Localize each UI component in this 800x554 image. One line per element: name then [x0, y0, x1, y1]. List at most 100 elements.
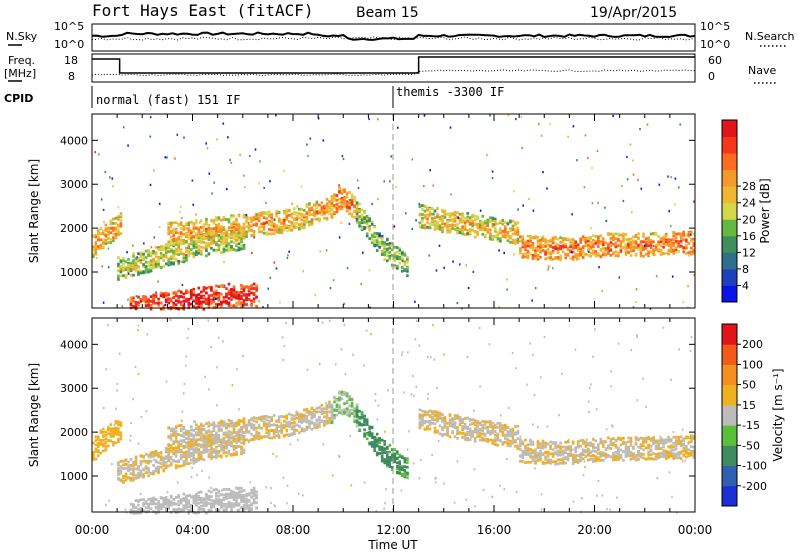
- data-cell: [192, 440, 196, 444]
- data-cell: [255, 436, 258, 440]
- data-cell: [172, 228, 175, 232]
- data-cell: [205, 291, 208, 295]
- data-cell: [602, 251, 605, 255]
- data-cell: [250, 438, 253, 441]
- data-cell: [139, 498, 143, 502]
- data-cell: [375, 243, 379, 247]
- data-cell: [489, 216, 492, 220]
- data-cell: [227, 242, 231, 246]
- data-cell: [222, 503, 226, 506]
- data-cell: [373, 443, 376, 446]
- data-cell: [431, 207, 434, 210]
- data-cell: [222, 234, 226, 237]
- data-cell: [453, 216, 457, 220]
- data-cell: [664, 240, 668, 243]
- data-cell: [353, 407, 356, 410]
- data-cell: [109, 432, 113, 436]
- data-cell: [260, 435, 263, 439]
- data-cell: [200, 304, 203, 308]
- data-cell: [398, 462, 402, 466]
- data-cell: [662, 242, 665, 246]
- noise-cell: [658, 183, 661, 186]
- noise-cell: [342, 157, 345, 161]
- data-cell: [335, 203, 339, 206]
- data-cell: [112, 236, 115, 239]
- data-cell: [122, 479, 125, 483]
- data-cell: [217, 248, 221, 252]
- data-cell: [179, 457, 183, 461]
- data-cell: [94, 245, 98, 249]
- data-cell: [157, 301, 160, 305]
- data-cell: [622, 240, 625, 244]
- data-cell: [154, 262, 158, 266]
- data-cell: [300, 429, 304, 433]
- data-cell: [403, 457, 407, 460]
- data-cell: [185, 462, 188, 466]
- data-cell: [255, 433, 258, 436]
- data-cell: [119, 224, 123, 228]
- data-cell: [353, 198, 356, 201]
- data-cell: [536, 242, 540, 245]
- data-cell: [466, 229, 469, 232]
- data-cell: [215, 494, 218, 498]
- data-cell: [355, 420, 359, 423]
- data-cell: [310, 221, 314, 225]
- data-cell: [162, 304, 165, 308]
- data-cell: [187, 233, 191, 237]
- data-cell: [190, 294, 193, 297]
- data-cell: [267, 429, 271, 433]
- data-cell: [559, 236, 562, 240]
- data-cell: [275, 427, 278, 430]
- data-cell: [210, 294, 213, 297]
- data-cell: [139, 271, 143, 275]
- data-cell: [383, 448, 386, 452]
- data-cell: [526, 240, 530, 244]
- data-cell: [642, 245, 645, 249]
- data-cell: [386, 259, 389, 263]
- data-cell: [308, 419, 311, 423]
- data-cell: [220, 427, 223, 431]
- data-cell: [602, 237, 605, 241]
- data-cell: [205, 437, 208, 441]
- data-cell: [182, 256, 186, 260]
- data-cell: [235, 424, 238, 428]
- data-cell: [235, 242, 238, 246]
- data-cell: [174, 449, 178, 453]
- data-cell: [94, 252, 98, 256]
- data-cell: [308, 410, 311, 414]
- noise-cell: [107, 247, 110, 250]
- noise-cell: [635, 288, 638, 291]
- data-cell: [624, 248, 628, 252]
- data-cell: [190, 229, 193, 233]
- data-cell: [403, 262, 407, 266]
- data-cell: [137, 252, 140, 256]
- data-cell: [217, 450, 221, 453]
- data-cell: [657, 240, 660, 244]
- data-cell: [388, 465, 392, 468]
- data-cell: [627, 246, 630, 249]
- data-cell: [398, 468, 402, 472]
- data-cell: [177, 242, 180, 246]
- data-cell: [212, 235, 216, 238]
- data-cell: [373, 243, 376, 247]
- data-cell: [235, 450, 238, 454]
- data-cell: [182, 299, 186, 303]
- data-cell: [192, 304, 196, 308]
- data-cell: [692, 237, 696, 241]
- data-cell: [458, 228, 462, 231]
- noise-cell: [273, 218, 276, 221]
- data-cell: [182, 260, 186, 264]
- data-cell: [295, 412, 299, 416]
- data-cell: [152, 464, 155, 467]
- data-cell: [323, 424, 326, 427]
- data-cell: [305, 425, 309, 429]
- data-cell: [551, 257, 555, 261]
- data-cell: [182, 463, 186, 467]
- data-cell: [139, 463, 143, 467]
- noise-cell: [332, 279, 335, 282]
- data-cell: [169, 262, 173, 266]
- data-cell: [255, 420, 258, 424]
- data-cell: [207, 285, 211, 289]
- data-cell: [240, 240, 243, 244]
- data-cell: [222, 441, 226, 445]
